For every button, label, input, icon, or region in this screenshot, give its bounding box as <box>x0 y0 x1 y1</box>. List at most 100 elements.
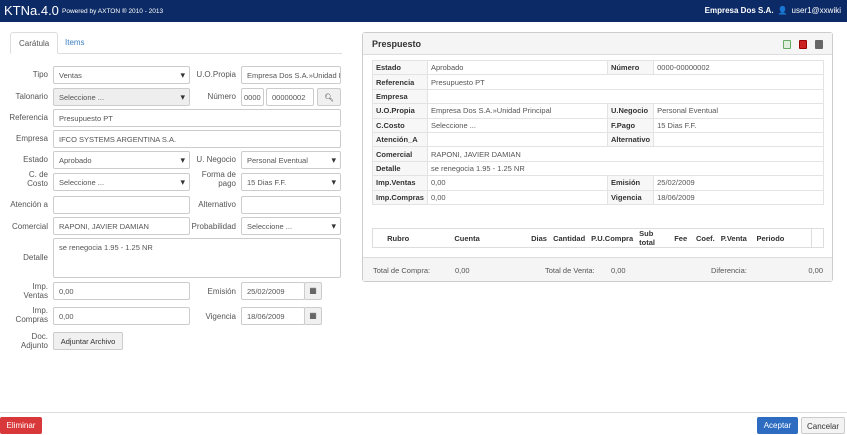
summary-key: Empresa <box>372 88 428 105</box>
summary-key: Imp.Ventas <box>372 175 428 191</box>
emision-field[interactable]: 25/02/2009 <box>241 282 305 300</box>
footer-bar: Eliminar Aceptar Cancelar <box>0 412 847 435</box>
ccosto-select[interactable]: Seleccione ... <box>53 173 190 191</box>
numero-prefix-field[interactable]: 0000 <box>241 88 264 106</box>
vigencia-field[interactable]: 18/06/2009 <box>241 307 305 325</box>
items-column-header[interactable] <box>373 229 385 248</box>
alternativo-field[interactable] <box>241 196 341 214</box>
summary-value: Aprobado <box>426 59 608 76</box>
summary-key: Estado <box>372 59 428 76</box>
delete-button[interactable]: Eliminar <box>0 417 42 434</box>
vigencia-calendar-button[interactable]: ▦ <box>304 307 322 325</box>
print-icon[interactable] <box>815 40 823 49</box>
summary-key: Alternativo <box>606 131 655 148</box>
summary-row: Atención_A Alternativo <box>372 131 824 148</box>
navbar: KTNa.4.0 Powered by AXTON ® 2010 - 2013 … <box>0 0 847 22</box>
summary-value: 25/02/2009 <box>653 175 824 191</box>
alternativo-label: Alternativo <box>198 200 236 209</box>
comercial-field[interactable]: RAPONI, JAVIER DAMIAN <box>53 217 190 235</box>
detalle-textarea[interactable]: se renegocia 1.95 - 1.25 NR <box>53 238 341 278</box>
estado-label: Estado <box>23 155 48 164</box>
summary-value: Empresa Dos S.A.»Unidad Principal <box>426 103 608 119</box>
excel-icon[interactable] <box>783 40 791 49</box>
atencion-label: Atención a <box>10 200 48 209</box>
accept-button[interactable]: Aceptar <box>757 417 798 434</box>
summary-value <box>653 131 824 148</box>
items-column-header[interactable]: Rubro <box>387 233 410 243</box>
comercial-label: Comercial <box>11 222 48 231</box>
summary-value: 18/06/2009 <box>653 189 824 205</box>
summary-value: Personal Eventual <box>653 103 824 119</box>
emision-label: Emisión <box>207 287 236 296</box>
panel-title: Prespuesto <box>363 33 832 55</box>
summary-row: Referencia Presupuesto PT <box>372 74 825 90</box>
brand[interactable]: KTNa.4.0 <box>4 3 59 18</box>
search-button[interactable]: 🔍︎ <box>317 88 341 106</box>
atencion-field[interactable] <box>53 196 190 214</box>
impcompras-field[interactable]: 0,00 <box>53 307 190 325</box>
summary-key: Número <box>606 59 655 76</box>
impventas-field[interactable]: 0,00 <box>53 282 190 300</box>
items-column-header[interactable]: P.U.Compra <box>591 233 634 243</box>
items-column-header[interactable]: Cantidad <box>553 233 586 243</box>
summary-key: Referencia <box>372 74 428 90</box>
tab-caratula[interactable]: Carátula <box>10 32 59 54</box>
summary-row: Imp.Compras 0,00 Vigencia 18/06/2009 <box>372 189 824 205</box>
diferencia-label: Diferencia: <box>711 266 747 275</box>
total-compra-label: Total de Compra: <box>373 266 431 275</box>
probabilidad-select[interactable]: Seleccione ... <box>241 217 341 235</box>
items-column-header[interactable] <box>811 228 824 248</box>
items-column-header[interactable]: Coef. <box>695 233 715 243</box>
tipo-select[interactable]: Ventas <box>53 66 190 84</box>
estado-select[interactable]: Aprobado <box>53 151 190 169</box>
referencia-field[interactable]: Presupuesto PT <box>53 109 341 127</box>
empresa-field[interactable]: IFCO SYSTEMS ARGENTINA S.A. <box>53 130 341 148</box>
cancel-button[interactable]: Cancelar <box>801 417 845 434</box>
summary-value: Presupuesto PT <box>426 74 825 90</box>
user-menu[interactable]: user1@xxwiki <box>791 6 841 15</box>
unegocio-select[interactable]: Personal Eventual <box>241 151 341 169</box>
summary-value <box>426 88 825 105</box>
powered-by: Powered by AXTON ® 2010 - 2013 <box>62 8 164 15</box>
total-compra-value: 0,00 <box>455 266 470 275</box>
impventas-label: Imp. Ventas <box>23 282 48 300</box>
summary-value: Seleccione ... <box>426 117 608 133</box>
summary-panel: Prespuesto Estado Aprobado Número 0000-0000… <box>362 32 833 282</box>
tabs: Carátula Items <box>10 32 342 54</box>
probabilidad-label: Probabilidad <box>191 222 236 231</box>
user-icon: 👤 <box>777 6 788 15</box>
numero-label: Número <box>207 92 236 101</box>
uopropia-field[interactable]: Empresa Dos S.A.»Unidad Principal <box>241 66 341 84</box>
items-column-header[interactable]: Cuenta <box>454 233 480 243</box>
tipo-label: Tipo <box>32 70 48 79</box>
talonario-label: Talonario <box>15 92 48 101</box>
detalle-label: Detalle <box>23 253 48 262</box>
total-venta-value: 0,00 <box>611 266 626 275</box>
items-column-header[interactable]: Periodo <box>756 233 785 243</box>
fpago-label: Forma de pago <box>201 170 236 188</box>
summary-row: C.Costo Seleccione ... F.Pago 15 Dias F.F. <box>372 117 824 133</box>
summary-row: Imp.Ventas 0,00 Emisión 25/02/2009 <box>372 175 824 191</box>
calendar-icon: ▦ <box>309 311 317 320</box>
attach-file-button[interactable]: Adjuntar Archivo <box>53 332 123 350</box>
summary-key: Detalle <box>372 160 428 177</box>
emision-calendar-button[interactable]: ▦ <box>304 282 322 300</box>
company-name[interactable]: Empresa Dos S.A. <box>704 6 774 15</box>
items-column-header[interactable]: Sub total <box>639 229 655 247</box>
doc-label: Doc. Adjunto <box>20 332 48 350</box>
summary-value: 15 Dias F.F. <box>653 117 824 133</box>
talonario-select[interactable]: Seleccione ... <box>53 88 190 106</box>
pdf-icon[interactable] <box>799 40 807 49</box>
summary-key: C.Costo <box>372 117 428 133</box>
summary-key: Imp.Compras <box>372 189 428 205</box>
summary-row: U.O.Propia Empresa Dos S.A.»Unidad Princi… <box>372 103 824 119</box>
items-column-header[interactable]: Fee <box>674 233 688 243</box>
fpago-select[interactable]: 15 Dias F.F. <box>241 173 341 191</box>
numero-field[interactable]: 00000002 <box>266 88 314 106</box>
uopropia-label: U.O.Propia <box>196 70 236 79</box>
items-column-header[interactable]: P.Venta <box>720 233 747 243</box>
total-venta-label: Total de Venta: <box>545 266 595 275</box>
vigencia-label: Vigencia <box>205 312 236 321</box>
tab-items[interactable]: Items <box>65 38 85 47</box>
items-column-header[interactable]: Dias <box>531 233 547 243</box>
